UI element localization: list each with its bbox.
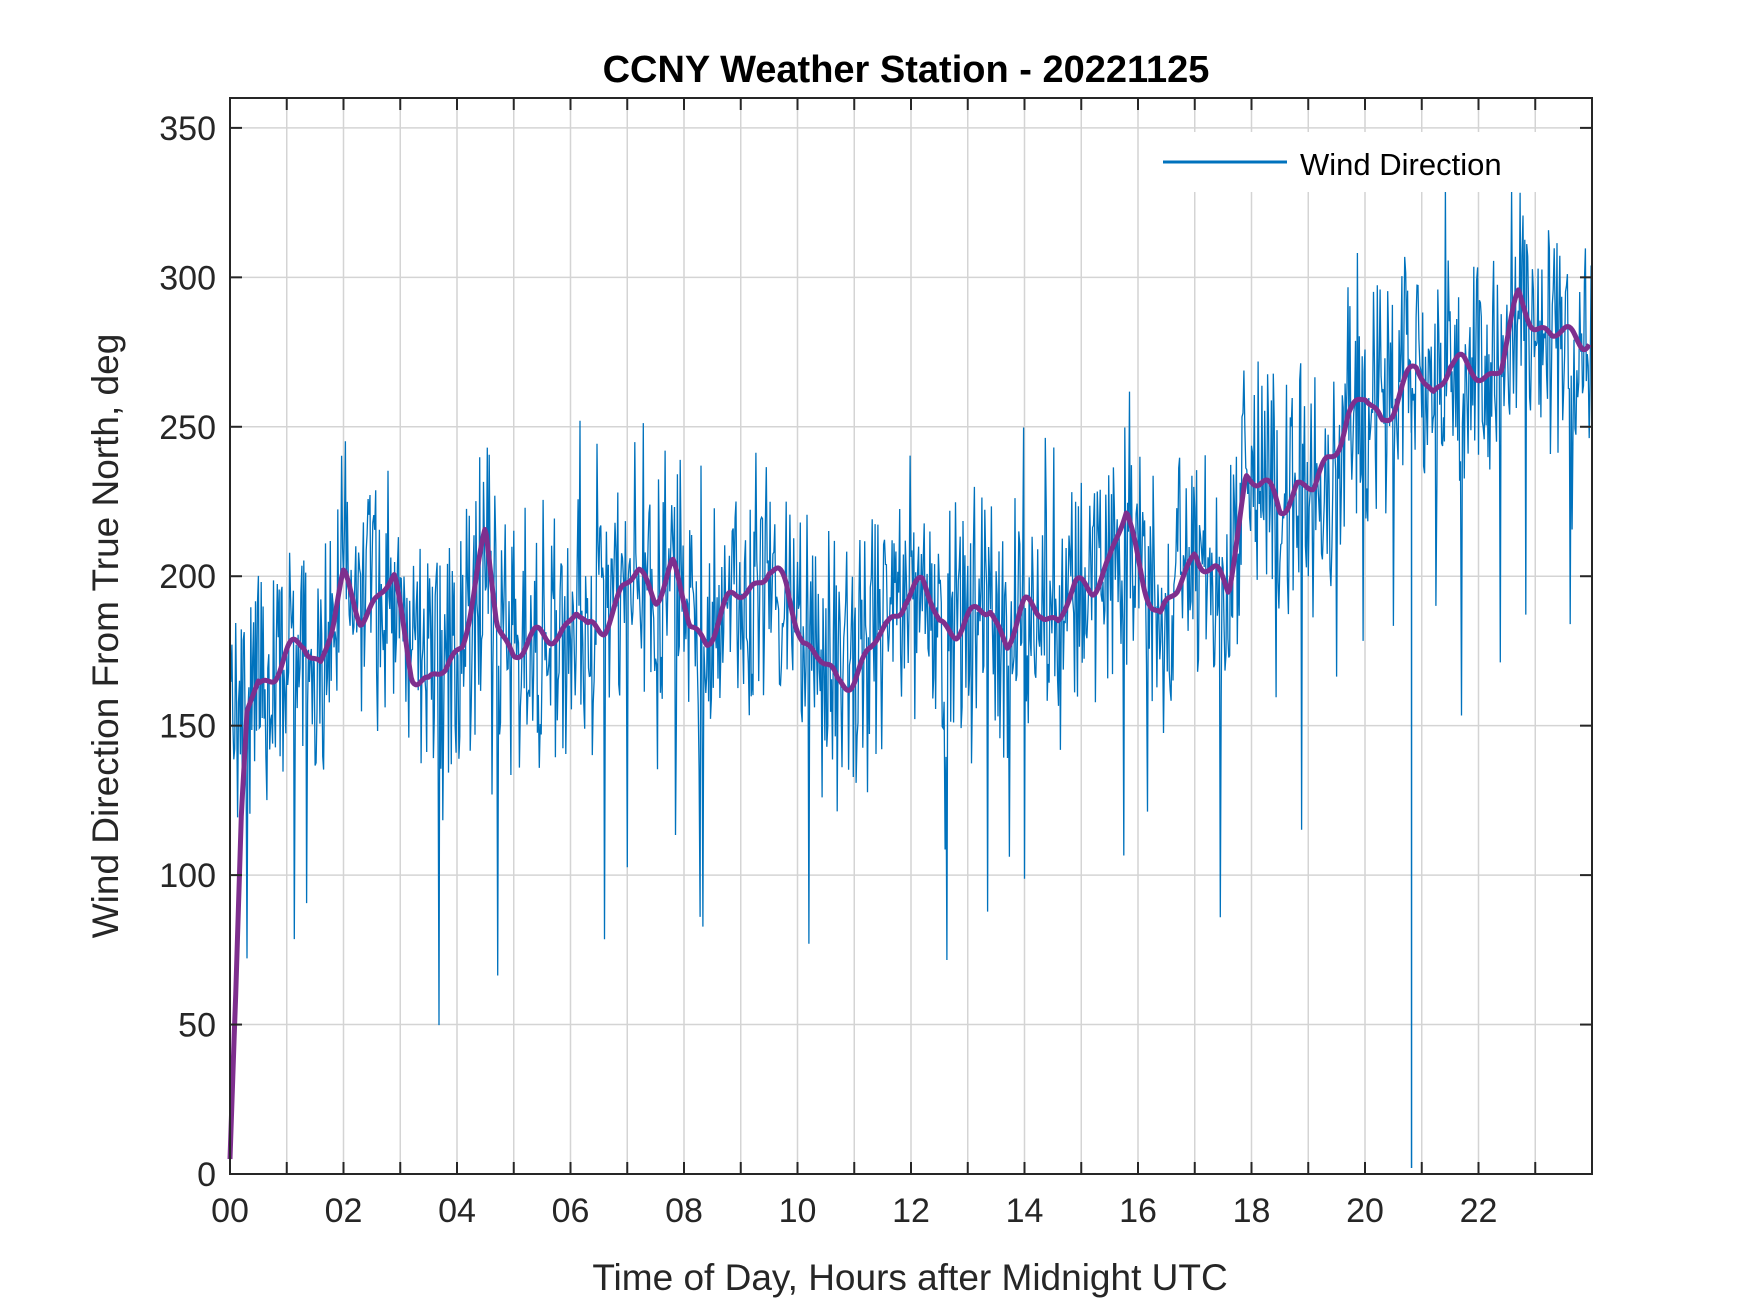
y-tick-labels: 0 50 100 150 200 250 300 350 [159,110,216,1194]
x-tick-label: 04 [438,1192,476,1230]
x-tick-label: 06 [552,1192,590,1230]
smoothed-series [227,287,1592,1160]
legend: Wind Direction [1150,132,1550,192]
y-tick-label: 200 [159,558,216,596]
wind-direction-line [229,187,1592,1026]
y-tick-label: 0 [197,1156,216,1194]
x-tick-label: 02 [325,1192,363,1230]
x-tick-label: 20 [1346,1192,1384,1230]
axis-ticks [230,98,1592,1175]
x-tick-label: 18 [1233,1192,1271,1230]
x-tick-labels: 00 02 04 06 08 10 12 14 16 18 20 22 [211,1192,1497,1230]
y-tick-label: 100 [159,857,216,895]
y-tick-label: 150 [159,708,216,746]
wind-direction-series [229,187,1592,1169]
x-tick-label: 12 [892,1192,930,1230]
y-tick-label: 300 [159,259,216,297]
chart-title: CCNY Weather Station - 20221125 [603,49,1210,91]
x-tick-label: 00 [211,1192,249,1230]
smoothed-line [227,287,1592,1160]
y-tick-label: 50 [178,1007,216,1045]
x-tick-label: 10 [779,1192,817,1230]
x-tick-label: 22 [1460,1192,1498,1230]
y-tick-label: 350 [159,110,216,148]
y-axis-label: Wind Direction From True North, deg [85,334,126,939]
legend-label-wind-direction: Wind Direction [1300,147,1502,182]
y-tick-label: 250 [159,409,216,447]
x-tick-label: 16 [1119,1192,1157,1230]
x-tick-label: 14 [1006,1192,1044,1230]
x-tick-label: 08 [665,1192,703,1230]
x-axis-label: Time of Day, Hours after Midnight UTC [592,1257,1227,1298]
